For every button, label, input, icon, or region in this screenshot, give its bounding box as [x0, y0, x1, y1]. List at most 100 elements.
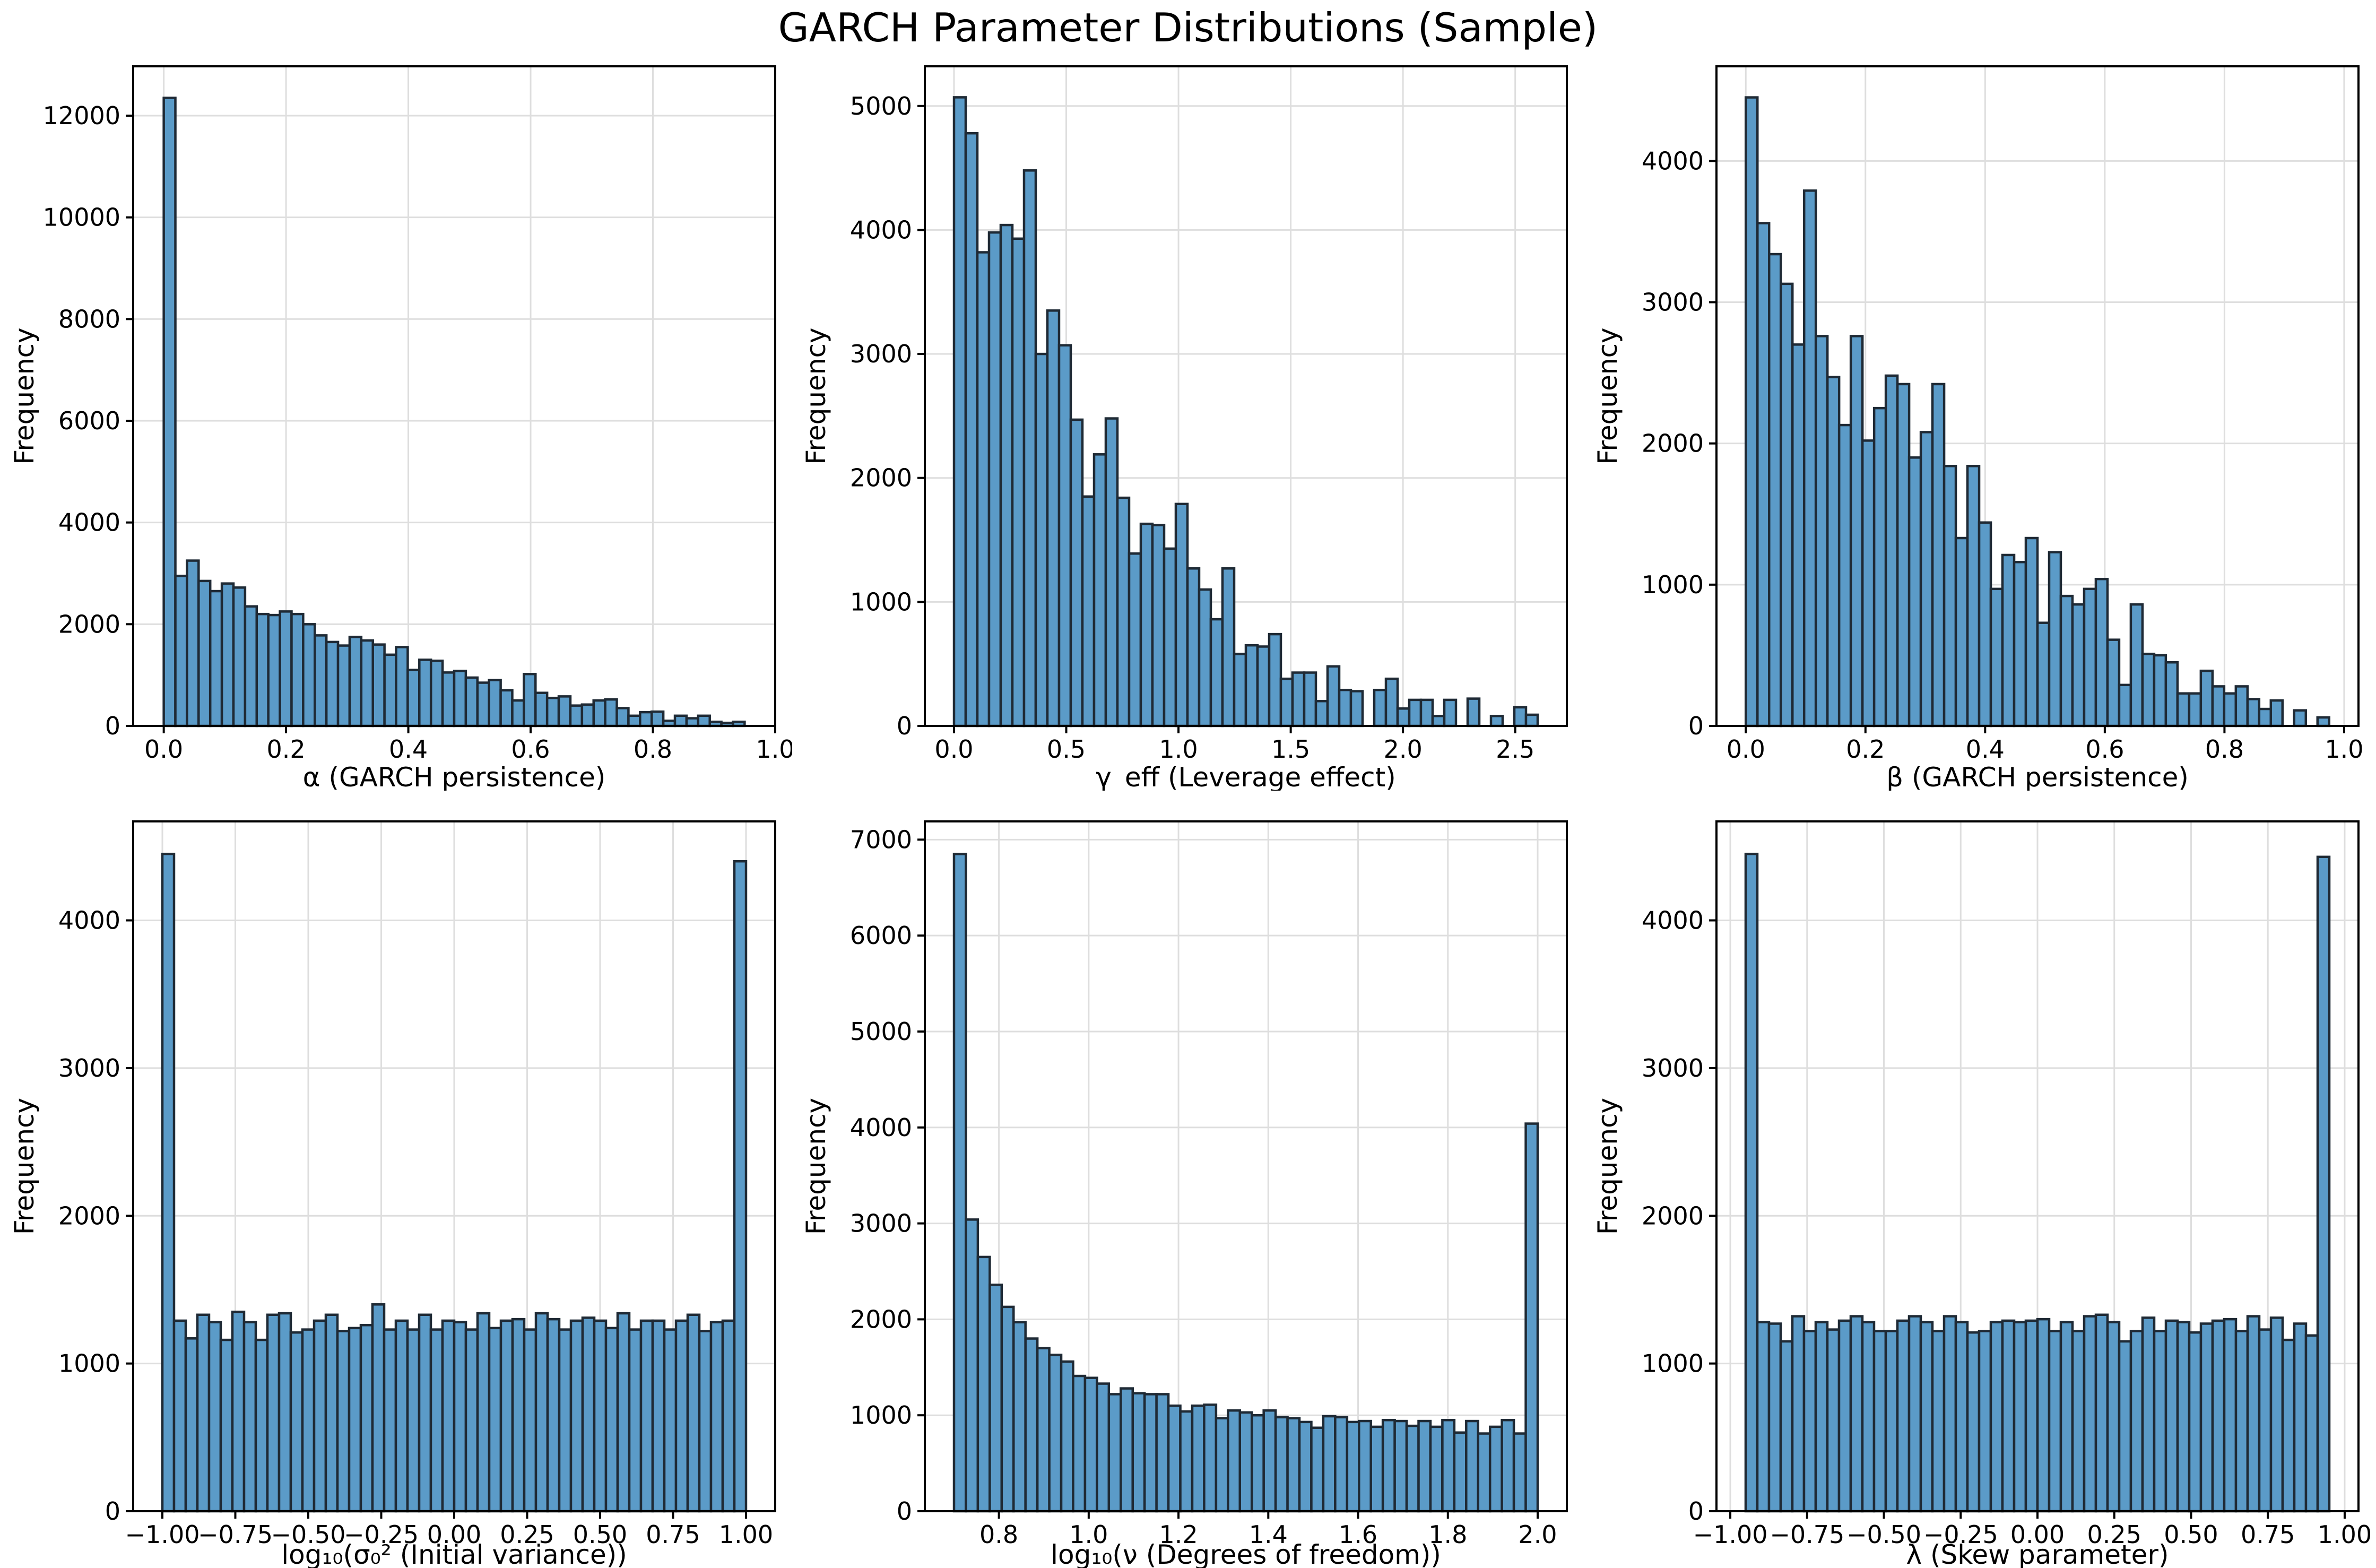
histogram-bar: [1314, 700, 1329, 727]
histogram-bar: [1369, 1425, 1384, 1513]
bars: [1745, 96, 2330, 727]
histogram-bar: [2013, 561, 2027, 727]
histogram-bar: [1000, 1305, 1015, 1513]
histogram-bar: [2059, 1321, 2074, 1513]
histogram-bar: [2001, 1319, 2016, 1513]
x-tick-label: −1.00: [1693, 1520, 1768, 1549]
histogram-bar: [314, 634, 328, 727]
y-axis-label: Frequency: [1592, 1098, 1623, 1235]
histogram-bar: [220, 582, 235, 727]
histogram-bar: [1155, 1393, 1170, 1513]
histogram-bar: [1978, 521, 1992, 727]
histogram-bar: [1057, 344, 1072, 727]
subplot-log-nu: 0.8 1.0 1.2 1.4 1.6 1.8 2.0 0 1000 2000 3000 4000 50…: [792, 791, 1584, 1568]
histogram-bar: [1384, 677, 1399, 727]
x-tick-label: 0.50: [573, 1520, 627, 1549]
x-tick-label: 1.0: [2325, 735, 2363, 764]
histogram-bar: [1120, 1387, 1134, 1513]
histogram-bar: [1989, 587, 2004, 727]
histogram-bar: [523, 673, 537, 727]
subplot-grid: 0.0 0.2 0.4 0.6 0.8 1.0 0 2000 4000 6000 8000 10000…: [1, 37, 2375, 1568]
x-tick-label: 0.2: [1846, 735, 1885, 764]
histogram-bar: [359, 1324, 374, 1513]
histogram-bar: [242, 1321, 257, 1513]
histogram-bar: [1931, 383, 1946, 727]
y-tick-label: 0: [1688, 712, 1704, 740]
histogram-bar: [2048, 551, 2062, 727]
histogram-bar: [976, 251, 991, 727]
histogram-bar: [441, 671, 456, 727]
subplot-log-sigma0: −1.00 −0.75 −0.50 −0.25 0.00 0.25 0.50 0.75 1.00…: [1, 791, 792, 1568]
x-tick-label: 0.75: [646, 1520, 700, 1549]
histogram-bar: [453, 670, 467, 727]
histogram-bar: [406, 1328, 421, 1513]
histogram-log-sigma0: −1.00−0.75−0.50−0.25 0.00 0.25 0.50 0.75 1.00…: [9, 820, 776, 1568]
y-tick-label: 1000: [1642, 570, 1704, 599]
histogram-bar: [1756, 222, 1771, 727]
histogram-bar: [488, 1327, 502, 1513]
histogram-bar: [2188, 1331, 2202, 1513]
y-tick-label: 5000: [850, 92, 912, 120]
y-tick-label: 2000: [1642, 1201, 1704, 1230]
x-tick-label: −0.50: [271, 1520, 346, 1549]
histogram-bar: [499, 689, 514, 727]
axes-frame: [1715, 65, 2360, 727]
y-tick-label: 0: [897, 1497, 912, 1526]
histogram-bar: [1417, 1419, 1432, 1513]
histogram-bar: [511, 699, 525, 727]
histogram-bar: [1215, 1417, 1229, 1513]
y-tick-labels: 0 1000 2000 3000 4000 5000: [850, 92, 912, 740]
histogram-bar: [1884, 374, 1899, 727]
x-tick-label: 2.5: [1496, 735, 1534, 764]
histogram-bar: [1767, 1322, 1782, 1513]
histogram-bar: [1512, 1432, 1527, 1513]
histogram-bar: [371, 643, 386, 727]
y-tick-label: 0: [105, 712, 120, 740]
histogram-bar: [301, 1328, 316, 1513]
histogram-bar: [1919, 1321, 1934, 1513]
histogram-bar: [336, 1330, 351, 1513]
histogram-bar: [325, 640, 340, 727]
histogram-bar: [1227, 1409, 1242, 1513]
y-tick-label: 7000: [850, 825, 912, 854]
histogram-bar: [1326, 665, 1341, 727]
histogram-beta: 0.0 0.2 0.4 0.6 0.8 1.0 0 1000 2000 3000 4000 β (GA…: [1592, 65, 2363, 791]
histogram-bar: [2001, 553, 2016, 727]
histogram-bar: [2118, 1340, 2132, 1513]
histogram-bar: [161, 852, 176, 1513]
histogram-bar: [2083, 587, 2097, 727]
histogram-bar: [2234, 685, 2249, 727]
histogram-bar: [313, 1319, 327, 1513]
histogram-bar: [709, 1321, 724, 1513]
histogram-bar: [464, 676, 479, 727]
histogram-bar: [2094, 577, 2109, 727]
histogram-bar: [534, 1312, 549, 1513]
histogram-bar: [697, 714, 711, 727]
histogram-bar: [1298, 1420, 1313, 1513]
x-tick-label: 2.0: [1518, 1520, 1557, 1549]
histogram-bar: [2141, 1316, 2156, 1513]
x-axis-label: log₁₀(σ₀² (Initial variance)): [281, 1539, 627, 1568]
histogram-bar: [1116, 496, 1131, 727]
x-tick-label: 0.00: [2010, 1520, 2065, 1549]
histogram-bar: [1954, 1321, 1969, 1513]
histogram-bar: [1408, 698, 1423, 727]
x-tick-label: 1.2: [1159, 1520, 1198, 1549]
histogram-bar: [1814, 1321, 1829, 1513]
histogram-bar: [569, 704, 584, 727]
y-tick-label: 6000: [850, 921, 912, 950]
histogram-bar: [1310, 1426, 1325, 1513]
histogram-bar: [278, 1312, 292, 1513]
histogram-bar: [1131, 1392, 1146, 1513]
y-tick-label: 2000: [58, 610, 120, 638]
y-tick-label: 4000: [850, 1113, 912, 1142]
histogram-bar: [1174, 503, 1189, 727]
x-tick-label: 0.50: [2164, 1520, 2218, 1549]
histogram-bar: [534, 691, 549, 727]
x-tick-label: 0.0: [1727, 735, 1765, 764]
y-tick-label: 10000: [43, 203, 120, 232]
axes-frame: [132, 65, 776, 727]
histogram-bar: [1303, 671, 1317, 727]
histogram-bar: [569, 1319, 584, 1513]
y-tick-labels: 0 2000 4000 6000 8000 10000 12000: [43, 101, 120, 740]
